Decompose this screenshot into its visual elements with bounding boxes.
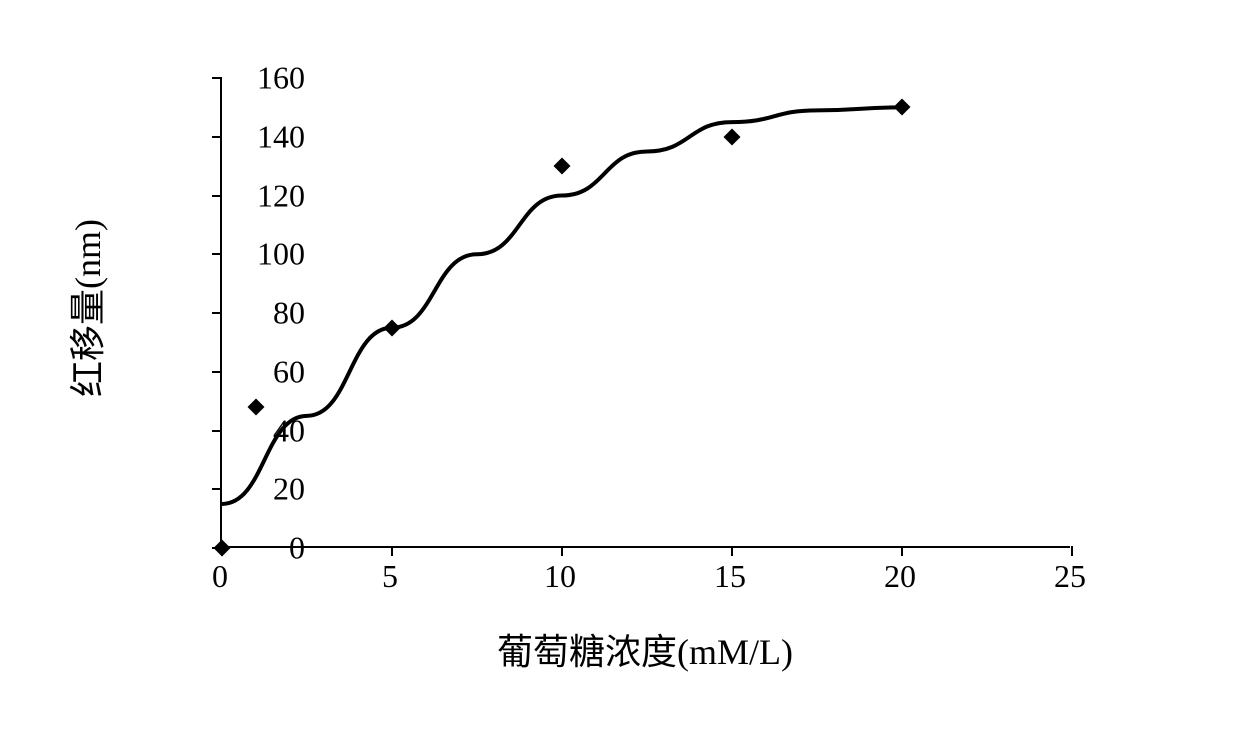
y-tick	[212, 488, 222, 490]
y-tick-label: 0	[225, 530, 305, 567]
y-tick-label: 140	[225, 118, 305, 155]
y-tick	[212, 195, 222, 197]
x-tick-label: 0	[212, 558, 228, 595]
x-tick	[1071, 546, 1073, 556]
x-tick	[391, 546, 393, 556]
y-tick	[212, 430, 222, 432]
x-tick	[731, 546, 733, 556]
y-tick	[212, 253, 222, 255]
y-tick-label: 40	[225, 412, 305, 449]
y-tick	[212, 371, 222, 373]
y-tick-label: 120	[225, 177, 305, 214]
y-axis-label: 红移量(nm)	[59, 219, 111, 397]
fitted-curve	[222, 78, 1070, 546]
x-tick-label: 25	[1054, 558, 1086, 595]
x-tick-label: 10	[544, 558, 576, 595]
plot-area	[220, 78, 1070, 548]
x-tick-label: 5	[382, 558, 398, 595]
chart-container: 红移量(nm) 葡萄糖浓度(mM/L) 02040608010012014016…	[70, 58, 1170, 678]
y-tick-label: 160	[225, 60, 305, 97]
y-tick-label: 80	[225, 295, 305, 332]
x-tick-label: 15	[714, 558, 746, 595]
y-tick	[212, 136, 222, 138]
y-tick-label: 100	[225, 236, 305, 273]
y-tick	[212, 77, 222, 79]
y-tick	[212, 312, 222, 314]
x-tick-label: 20	[884, 558, 916, 595]
x-tick	[901, 546, 903, 556]
x-tick	[561, 546, 563, 556]
x-axis-label: 葡萄糖浓度(mM/L)	[497, 623, 793, 675]
y-tick-label: 20	[225, 471, 305, 508]
y-tick-label: 60	[225, 353, 305, 390]
